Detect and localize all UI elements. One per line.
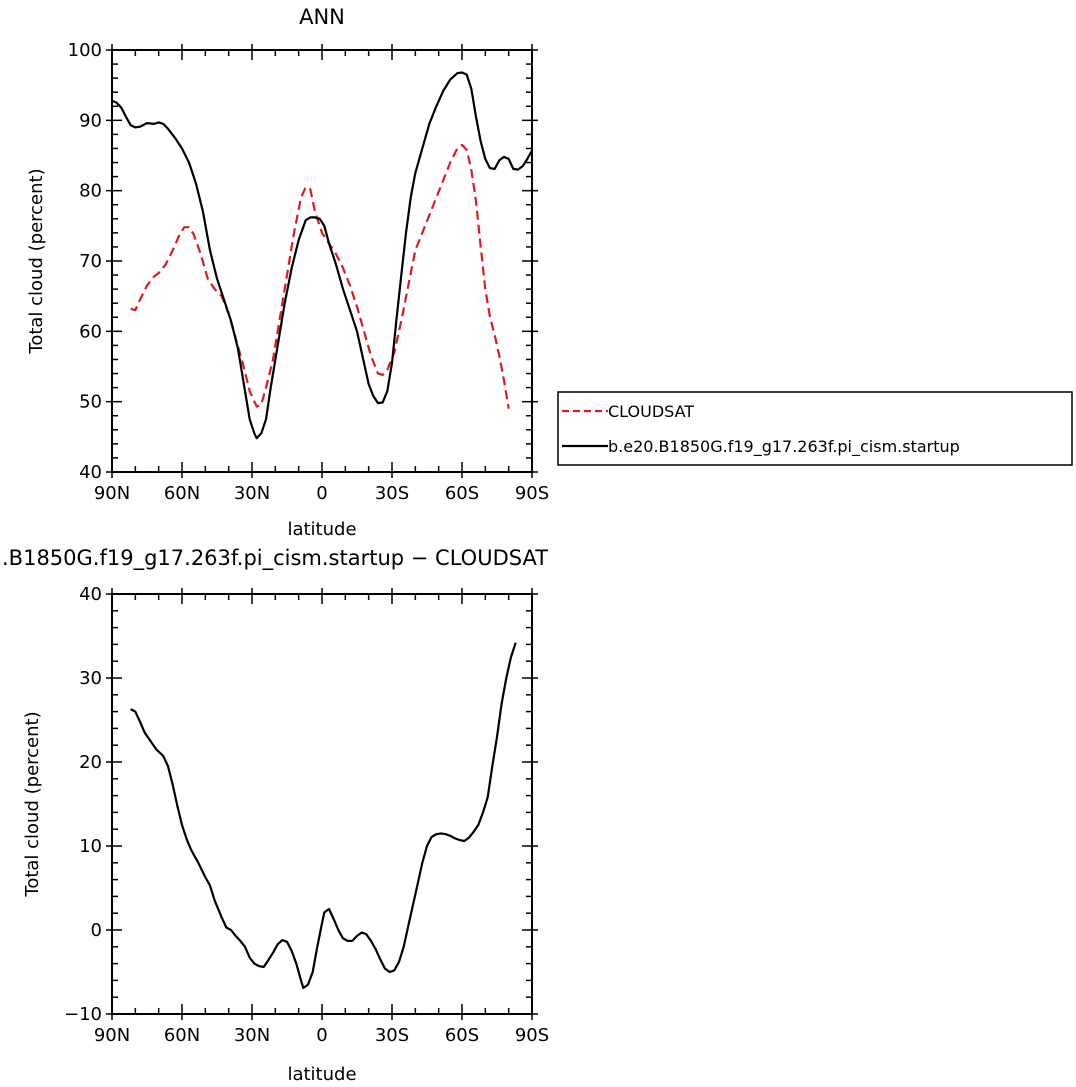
legend-label-cloudsat: CLOUDSAT [608,402,694,421]
legend-label-model: b.e20.B1850G.f19_g17.263f.pi_cism.startu… [608,437,960,457]
y-axis-label: Total cloud (percent) [22,711,43,897]
y-tick-label: 80 [79,181,102,202]
x-tick-label: 30N [234,483,270,504]
plot-frame [111,593,533,1015]
y-tick-label: −10 [64,1004,102,1025]
y-tick-label: 60 [79,321,102,342]
y-axis-label: Total cloud (percent) [26,168,47,354]
series-line-cloudsat [130,143,510,409]
y-tick-label: 50 [79,392,102,413]
y-tick-label: 40 [79,584,102,605]
series-line-difference [130,642,517,990]
chart-title: ANN [299,5,345,29]
series-line-b-e20-b1850g-f19-g17-263f-pi-cism-startup [111,71,533,440]
series-layer [130,642,517,990]
x-tick-labels: 90N 60N 30N 0 30S 60S 90S [94,1025,549,1046]
x-tick-label: 90S [515,483,549,504]
y-tick-label: 10 [79,836,102,857]
axis-ticks [106,44,538,478]
chart-title: .B1850G.f19_g17.263f.pi_cism.startup − C… [2,546,548,571]
x-tick-labels: 90N 60N 30N 0 30S 60S 90S [94,483,549,504]
series-layer [111,71,533,440]
y-tick-label: 90 [79,110,102,131]
y-tick-label: 30 [79,668,102,689]
plot-frame [111,49,533,473]
x-tick-label: 30S [375,1025,409,1046]
y-tick-labels: 40 50 60 70 80 90 100 [68,40,102,483]
x-tick-label: 0 [316,483,327,504]
y-tick-label: 0 [91,920,102,941]
y-tick-label: 40 [79,462,102,483]
y-tick-label: 20 [79,752,102,773]
y-tick-label: 100 [68,40,102,61]
x-tick-label: 60N [164,483,200,504]
x-tick-label: 90N [94,1025,130,1046]
x-tick-label: 30N [234,1025,270,1046]
y-tick-labels: −10 0 10 20 30 40 [64,584,102,1025]
axis-ticks [106,588,538,1020]
legend: CLOUDSAT b.e20.B1850G.f19_g17.263f.pi_ci… [557,391,1073,466]
x-axis-label: latitude [287,1064,356,1085]
y-tick-label: 70 [79,251,102,272]
x-tick-label: 30S [375,483,409,504]
x-tick-label: 90N [94,483,130,504]
chart-panel-bottom: .B1850G.f19_g17.263f.pi_cism.startup − C… [2,546,549,1085]
x-tick-label: 0 [316,1025,327,1046]
legend-box [557,391,1073,466]
x-tick-label: 60S [445,1025,479,1046]
x-tick-label: 90S [515,1025,549,1046]
chart-panel-top: ANN 90N 60N 30N 0 30S 60S 90S 405060708090100 … [26,5,549,540]
x-tick-label: 60N [164,1025,200,1046]
x-tick-label: 60S [445,483,479,504]
x-axis-label: latitude [287,519,356,540]
